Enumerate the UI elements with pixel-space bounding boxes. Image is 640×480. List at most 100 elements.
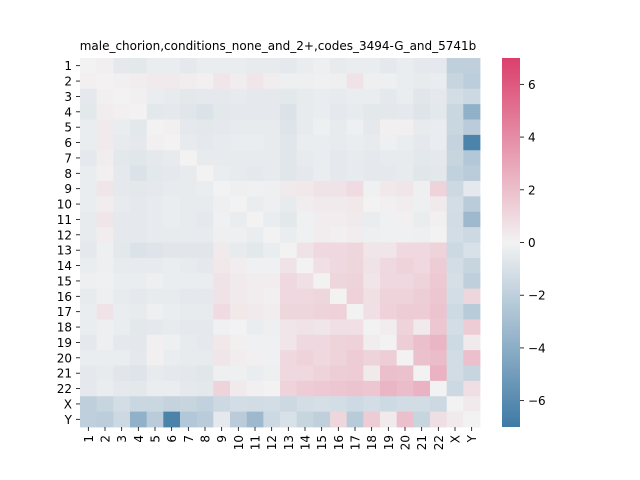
- heatmap-cell: [80, 181, 98, 197]
- y-tick-label: 18: [57, 321, 72, 335]
- heatmap-cell: [446, 196, 464, 213]
- heatmap-cell: [96, 411, 114, 428]
- colorbar-tick-label: −2: [528, 289, 546, 303]
- heatmap-cell: [313, 196, 331, 213]
- heatmap-cell: [96, 380, 114, 397]
- heatmap-cell: [113, 273, 131, 290]
- heatmap-cell: [263, 350, 281, 366]
- heatmap-cell: [230, 73, 248, 90]
- heatmap-cell: [163, 196, 181, 213]
- colorbar: [502, 58, 520, 427]
- heatmap-cell: [163, 365, 181, 382]
- heatmap-cell: [313, 58, 331, 74]
- x-tick-label: 14: [299, 435, 313, 450]
- heatmap-cell: [196, 104, 214, 120]
- heatmap-cell: [113, 411, 131, 428]
- x-tick-label: X: [449, 435, 463, 443]
- heatmap-cell: [446, 119, 464, 136]
- heatmap-cell: [96, 150, 114, 167]
- heatmap-cell: [230, 227, 248, 243]
- heatmap-cell: [196, 288, 214, 305]
- heatmap-cell: [263, 380, 281, 397]
- heatmap-cell: [196, 227, 214, 243]
- heatmap-cell: [113, 119, 131, 136]
- heatmap-cell: [413, 365, 431, 382]
- heatmap-cell: [146, 88, 164, 105]
- heatmap-cell: [330, 119, 348, 136]
- heatmap-cell: [280, 257, 298, 274]
- heatmap-cell: [230, 150, 248, 167]
- heatmap-cell: [96, 319, 114, 336]
- heatmap-cell: [263, 319, 281, 336]
- heatmap-cell: [296, 396, 314, 413]
- heatmap-cell: [430, 411, 448, 428]
- heatmap-cell: [80, 242, 98, 259]
- heatmap-cell: [230, 365, 248, 382]
- heatmap-cell: [146, 334, 164, 351]
- heatmap-cell: [213, 319, 231, 336]
- heatmap-cell: [113, 58, 131, 74]
- heatmap-cell: [196, 334, 214, 351]
- heatmap-cell: [463, 196, 481, 213]
- heatmap-cell: [113, 380, 131, 397]
- x-tick-label: 2: [99, 435, 113, 443]
- heatmap-cell: [363, 273, 381, 290]
- heatmap-cell: [380, 257, 398, 274]
- heatmap-cell: [413, 211, 431, 228]
- heatmap-cell: [346, 58, 364, 74]
- heatmap-cell: [80, 134, 98, 151]
- heatmap-cell: [330, 257, 348, 274]
- heatmap-cell: [363, 380, 381, 397]
- x-tick-label: 10: [232, 435, 246, 450]
- heatmap-cell: [446, 350, 464, 366]
- heatmap-cell: [246, 242, 264, 259]
- heatmap-cell: [280, 304, 298, 320]
- heatmap-cell: [463, 334, 481, 351]
- heatmap-cell: [346, 350, 364, 366]
- heatmap-cell: [396, 319, 414, 336]
- heatmap-cell: [280, 380, 298, 397]
- heatmap-cell: [296, 365, 314, 382]
- heatmap-cell: [230, 288, 248, 305]
- y-tick-label: 17: [57, 305, 72, 319]
- heatmap-cell: [346, 319, 364, 336]
- heatmap-cell: [280, 165, 298, 182]
- heatmap-cell: [130, 273, 148, 290]
- heatmap-cell: [396, 304, 414, 320]
- heatmap-cell: [180, 396, 198, 413]
- heatmap-cell: [446, 288, 464, 305]
- heatmap-cell: [430, 119, 448, 136]
- heatmap-cell: [163, 304, 181, 320]
- y-tick-label: 6: [64, 136, 72, 150]
- y-tick-label: 7: [64, 151, 72, 165]
- x-tick-label: 20: [399, 435, 413, 450]
- heatmap-cell: [113, 257, 131, 274]
- heatmap-cell: [96, 119, 114, 136]
- heatmap-cell: [346, 165, 364, 182]
- heatmap-cell: [180, 242, 198, 259]
- x-tick-label: 16: [332, 435, 346, 450]
- heatmap-cell: [363, 165, 381, 182]
- heatmap-cell: [96, 396, 114, 413]
- x-tick-label: 3: [115, 435, 129, 443]
- heatmap-cell: [363, 196, 381, 213]
- heatmap-cell: [296, 119, 314, 136]
- heatmap-cell: [346, 88, 364, 105]
- heatmap-cell: [346, 411, 364, 428]
- heatmap-cell: [246, 165, 264, 182]
- heatmap-cell: [346, 134, 364, 151]
- heatmap-cell: [380, 396, 398, 413]
- heatmap-cell: [430, 350, 448, 366]
- heatmap-cell: [163, 165, 181, 182]
- heatmap-cell: [80, 211, 98, 228]
- heatmap-cell: [296, 88, 314, 105]
- heatmap-cell: [130, 242, 148, 259]
- heatmap-cell: [146, 227, 164, 243]
- y-tick-label: 11: [57, 213, 72, 227]
- heatmap-cell: [130, 150, 148, 167]
- heatmap-cell: [346, 257, 364, 274]
- heatmap-cell: [413, 288, 431, 305]
- heatmap-cell: [163, 380, 181, 397]
- heatmap-cell: [213, 365, 231, 382]
